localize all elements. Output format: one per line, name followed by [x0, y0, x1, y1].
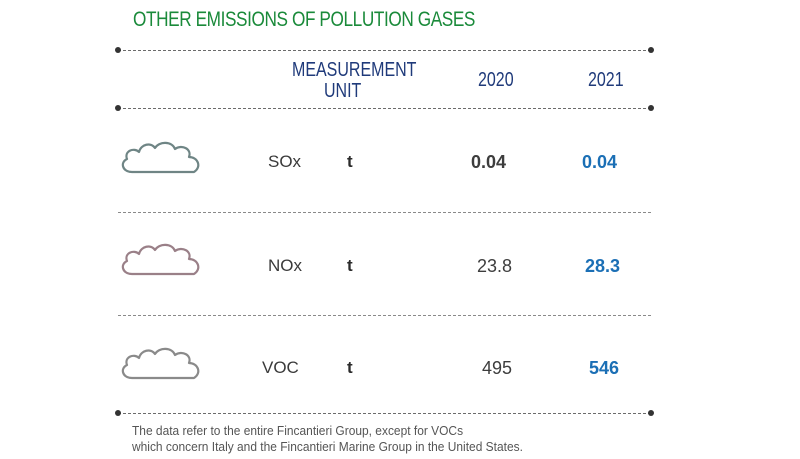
row-divider	[118, 212, 651, 213]
cloud-icon	[121, 347, 200, 380]
cloud-icon	[121, 141, 200, 174]
measurement-unit-header: MEASUREMENT UNIT	[292, 60, 416, 102]
bottom-divider	[115, 410, 654, 416]
footnote: The data refer to the entire Fincantieri…	[132, 423, 523, 455]
measurement-header-line1: MEASUREMENT	[292, 59, 417, 81]
unit-nox: t	[347, 256, 353, 275]
value-2020-voc: 495	[482, 358, 513, 378]
gas-name-nox: NOx	[268, 256, 302, 275]
footnote-line1: The data refer to the entire Fincantieri…	[132, 423, 464, 438]
cloud-icon	[121, 243, 200, 276]
year-2021-header: 2021	[588, 69, 624, 91]
gas-name-voc: VOC	[262, 358, 299, 377]
unit-voc: t	[347, 358, 353, 377]
value-2021-voc: 546	[589, 358, 620, 378]
row-divider	[118, 315, 651, 316]
header-divider	[115, 105, 654, 111]
value-2021-sox: 0.04	[582, 152, 618, 172]
page-title: OTHER EMISSIONS OF POLLUTION GASES	[133, 8, 476, 31]
gas-name-sox: SOx	[268, 152, 302, 171]
value-2021-nox: 28.3	[585, 256, 621, 276]
value-2020-nox: 23.8	[477, 256, 513, 276]
year-2020-header: 2020	[478, 69, 514, 91]
footnote-line2: which concern Italy and the Fincantieri …	[132, 439, 523, 454]
top-divider	[115, 47, 654, 53]
measurement-header-line2: UNIT	[324, 80, 362, 102]
unit-sox: t	[347, 152, 353, 171]
value-2020-sox: 0.04	[471, 152, 507, 172]
